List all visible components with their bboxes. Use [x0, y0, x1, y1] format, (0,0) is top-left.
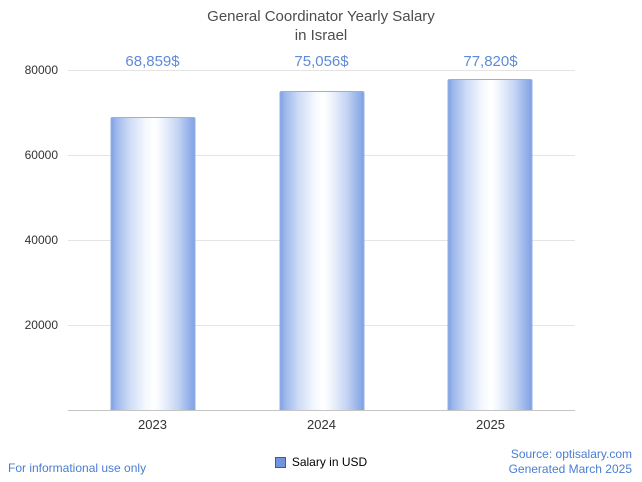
bar-value-label-2025: 77,820$ — [463, 53, 518, 70]
y-axis: 80000 60000 40000 20000 — [0, 63, 62, 410]
generated-line: Generated March 2025 — [508, 462, 632, 476]
x-tick-2023: 2023 — [138, 417, 167, 432]
bar-2024 — [279, 91, 364, 410]
y-tick-60000: 60000 — [24, 148, 58, 162]
value-labels: 68,859$ 75,056$ 77,820$ — [68, 53, 575, 71]
legend-swatch-icon — [274, 456, 286, 468]
informational-note: For informational use only — [8, 461, 147, 475]
x-tick-2024: 2024 — [307, 417, 336, 432]
legend-label: Salary in USD — [291, 455, 368, 469]
x-tick-2025: 2025 — [476, 417, 505, 432]
chart-title-line2: in Israel — [294, 27, 348, 44]
bar-slot-2024 — [279, 70, 364, 410]
bar-value-label-2023: 68,859$ — [125, 53, 180, 70]
y-tick-20000: 20000 — [24, 318, 58, 332]
plot-area — [68, 70, 575, 411]
y-tick-40000: 40000 — [24, 233, 58, 247]
legend: Salary in USD — [0, 455, 642, 469]
chart-title: General Coordinator Yearly Salary in Isr… — [0, 7, 642, 45]
bar-slot-2023 — [110, 70, 195, 410]
chart-title-line1: General Coordinator Yearly Salary — [207, 8, 435, 25]
bar-slot-2025 — [447, 70, 533, 410]
bar-2023 — [110, 117, 195, 410]
bar-2025 — [447, 79, 533, 410]
source-attribution: Source: optisalary.com Generated March 2… — [509, 447, 632, 477]
y-tick-80000: 80000 — [24, 63, 58, 77]
x-axis: 2023 2024 2025 — [68, 417, 575, 433]
bar-value-label-2024: 75,056$ — [294, 53, 349, 70]
source-line: Source: optisalary.com — [510, 447, 632, 461]
gridline-80000 — [68, 70, 575, 71]
